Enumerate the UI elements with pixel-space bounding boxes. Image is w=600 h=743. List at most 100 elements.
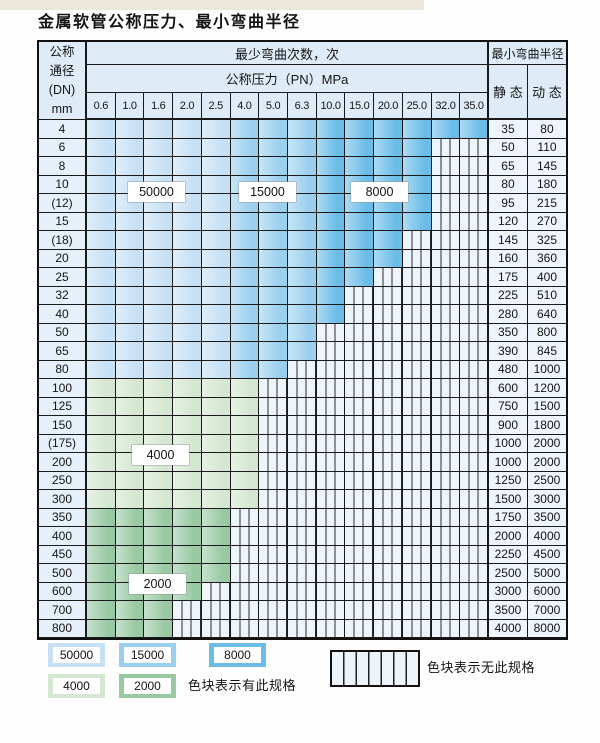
spec-cell xyxy=(259,157,288,176)
spec-cell xyxy=(316,342,346,361)
spec-cell xyxy=(144,397,174,416)
dynamic-radius-value: 2000 xyxy=(527,453,566,472)
spec-cell xyxy=(316,138,346,157)
spec-cell xyxy=(431,249,461,268)
spec-cell xyxy=(460,249,489,268)
spec-cell xyxy=(259,471,288,490)
spec-cell xyxy=(431,453,461,472)
pressure-tick: 10.0 xyxy=(316,93,346,120)
legend-has-spec-text: 色块表示有此规格 xyxy=(188,678,297,693)
spec-cell xyxy=(230,397,260,416)
spec-cell xyxy=(287,397,317,416)
static-radius-value: 350 xyxy=(488,323,528,342)
spec-cell xyxy=(115,138,145,157)
spec-cell xyxy=(402,490,432,509)
spec-cell xyxy=(316,360,346,379)
spec-cell xyxy=(316,434,346,453)
dynamic-radius-value: 110 xyxy=(527,138,566,157)
spec-cell xyxy=(460,545,489,564)
spec-cell xyxy=(345,545,375,564)
spec-cell xyxy=(460,397,489,416)
spec-cell xyxy=(402,157,432,176)
min-bend-radius-header: 最小弯曲半径 xyxy=(488,42,566,65)
legend-no-spec-text: 色块表示无此规格 xyxy=(427,660,536,675)
spec-cell xyxy=(87,582,116,601)
spec-cell xyxy=(259,490,288,509)
spec-cell xyxy=(374,582,403,601)
spec-cell xyxy=(287,268,317,287)
spec-cell xyxy=(374,434,403,453)
dn-cell: 400 xyxy=(39,527,87,546)
spec-cell xyxy=(201,453,231,472)
spec-cell xyxy=(201,434,231,453)
spec-cell xyxy=(173,527,202,546)
dn-cell: 250 xyxy=(39,471,87,490)
spec-cell xyxy=(460,490,489,509)
spec-cell xyxy=(201,175,231,194)
spec-cell xyxy=(316,601,346,620)
static-radius-value: 2000 xyxy=(488,527,528,546)
spec-cell xyxy=(374,360,403,379)
spec-cell xyxy=(460,582,489,601)
legend-swatch-2000: 2000 xyxy=(119,674,176,698)
static-radius-value: 600 xyxy=(488,379,528,398)
spec-cell xyxy=(402,453,432,472)
spec-cell xyxy=(144,231,174,250)
spec-cell xyxy=(345,286,375,305)
spec-cell xyxy=(431,305,461,324)
spec-cell xyxy=(259,545,288,564)
spec-cell xyxy=(201,286,231,305)
spec-cell xyxy=(230,582,260,601)
static-radius-value: 175 xyxy=(488,268,528,287)
spec-cell xyxy=(374,212,403,231)
spec-cell xyxy=(345,490,375,509)
spec-cell xyxy=(115,527,145,546)
spec-cell xyxy=(402,545,432,564)
spec-cell xyxy=(87,305,116,324)
pressure-radius-table: 公称 通径 (DN) mm 最少弯曲次数，次 最小弯曲半径 公称压力（PN）MP… xyxy=(37,40,568,640)
spec-cell xyxy=(230,619,260,638)
spec-cell xyxy=(259,453,288,472)
spec-cell xyxy=(431,601,461,620)
dn-cell: 65 xyxy=(39,342,87,361)
spec-cell xyxy=(201,545,231,564)
spec-cell xyxy=(173,545,202,564)
spec-cell xyxy=(144,249,174,268)
dn-cell: 40 xyxy=(39,305,87,324)
dynamic-radius-value: 4000 xyxy=(527,527,566,546)
spec-cell xyxy=(287,434,317,453)
spec-cell xyxy=(316,564,346,583)
spec-cell xyxy=(374,545,403,564)
spec-cell xyxy=(230,564,260,583)
spec-cell xyxy=(115,471,145,490)
spec-cell xyxy=(87,471,116,490)
dynamic-radius-value: 800 xyxy=(527,323,566,342)
spec-cell xyxy=(201,194,231,213)
spec-cell xyxy=(345,416,375,435)
spec-cell xyxy=(374,601,403,620)
dn-cell: 32 xyxy=(39,286,87,305)
spec-cell xyxy=(201,212,231,231)
spec-cell xyxy=(230,601,260,620)
dn-corner-header: 公称 通径 (DN) mm xyxy=(39,42,87,120)
spec-cell xyxy=(402,249,432,268)
spec-cell xyxy=(144,471,174,490)
spec-cell xyxy=(173,212,202,231)
spec-cell xyxy=(374,379,403,398)
dn-cell: 450 xyxy=(39,545,87,564)
pressure-tick: 4.0 xyxy=(230,93,260,120)
dynamic-radius-value: 270 xyxy=(527,212,566,231)
static-header: 静 态 xyxy=(488,65,528,120)
spec-cell xyxy=(87,342,116,361)
spec-cell xyxy=(230,249,260,268)
spec-cell xyxy=(173,138,202,157)
spec-cell xyxy=(230,120,260,139)
spec-cell xyxy=(201,490,231,509)
dn-cell: 6 xyxy=(39,138,87,157)
pressure-tick: 32.0 xyxy=(431,93,461,120)
dynamic-radius-value: 400 xyxy=(527,268,566,287)
spec-cell xyxy=(230,212,260,231)
spec-cell xyxy=(402,323,432,342)
spec-cell xyxy=(259,286,288,305)
pressure-tick: 5.0 xyxy=(259,93,288,120)
